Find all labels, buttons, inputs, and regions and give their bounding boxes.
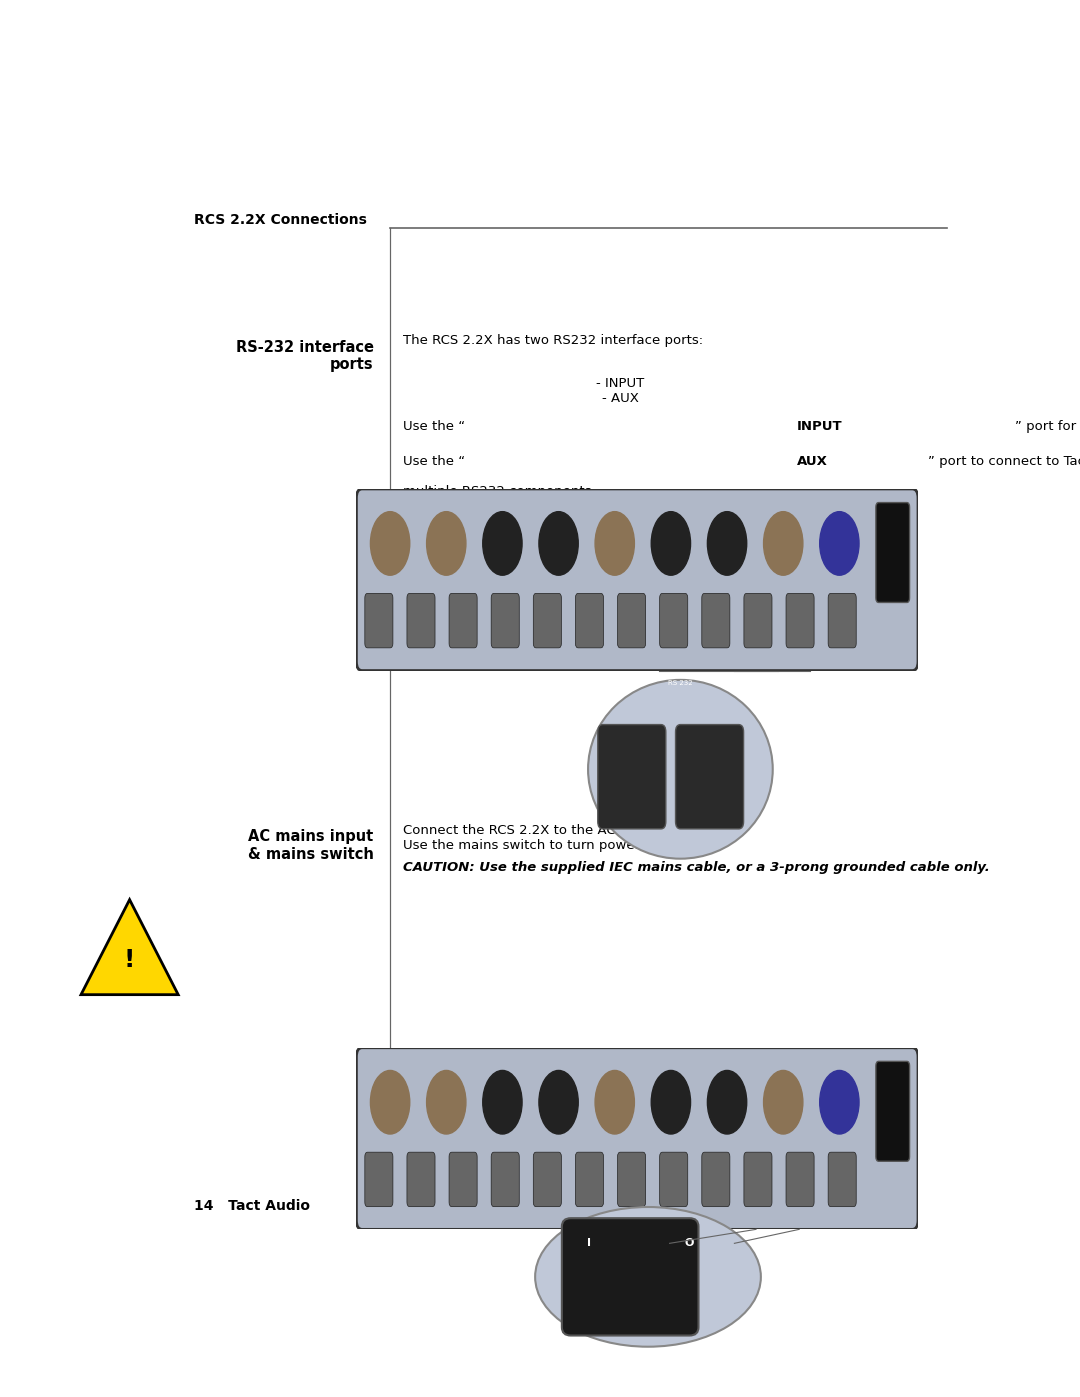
- Circle shape: [539, 1070, 578, 1134]
- FancyBboxPatch shape: [660, 594, 688, 648]
- Text: Connect the RCS 2.2X to the AC mains wall socket.
Use the mains switch to turn p: Connect the RCS 2.2X to the AC mains wal…: [403, 824, 742, 852]
- Circle shape: [651, 511, 690, 576]
- Circle shape: [707, 1070, 746, 1134]
- FancyBboxPatch shape: [744, 1153, 772, 1207]
- Circle shape: [483, 1070, 522, 1134]
- Text: RCS 2.2X Connections: RCS 2.2X Connections: [193, 212, 366, 226]
- Circle shape: [370, 1070, 409, 1134]
- FancyBboxPatch shape: [598, 725, 665, 828]
- Circle shape: [483, 511, 522, 576]
- FancyBboxPatch shape: [702, 1153, 730, 1207]
- FancyBboxPatch shape: [828, 1153, 856, 1207]
- FancyBboxPatch shape: [449, 594, 477, 648]
- Circle shape: [427, 511, 465, 576]
- Circle shape: [427, 1070, 465, 1134]
- FancyBboxPatch shape: [576, 594, 604, 648]
- Circle shape: [595, 511, 634, 576]
- FancyBboxPatch shape: [660, 1153, 688, 1207]
- Text: INPUT: INPUT: [796, 420, 842, 433]
- FancyBboxPatch shape: [744, 594, 772, 648]
- FancyBboxPatch shape: [618, 1153, 646, 1207]
- Text: I: I: [586, 1238, 591, 1249]
- FancyBboxPatch shape: [449, 1153, 477, 1207]
- Polygon shape: [81, 900, 178, 995]
- Circle shape: [651, 1070, 690, 1134]
- FancyBboxPatch shape: [534, 1153, 562, 1207]
- Circle shape: [370, 511, 409, 576]
- Circle shape: [820, 1070, 859, 1134]
- Ellipse shape: [588, 680, 773, 859]
- Circle shape: [764, 511, 802, 576]
- FancyBboxPatch shape: [828, 594, 856, 648]
- FancyBboxPatch shape: [562, 1218, 699, 1336]
- Circle shape: [820, 511, 859, 576]
- Circle shape: [764, 1070, 802, 1134]
- Text: O: O: [685, 1238, 694, 1249]
- Text: Use the “: Use the “: [403, 455, 465, 468]
- FancyBboxPatch shape: [876, 1062, 909, 1161]
- FancyBboxPatch shape: [676, 725, 744, 828]
- FancyBboxPatch shape: [491, 594, 519, 648]
- Circle shape: [539, 511, 578, 576]
- Text: The RCS 2.2X has two RS232 interface ports:: The RCS 2.2X has two RS232 interface por…: [403, 334, 703, 348]
- Ellipse shape: [536, 1207, 760, 1347]
- Text: !: !: [124, 949, 135, 972]
- FancyBboxPatch shape: [618, 594, 646, 648]
- FancyBboxPatch shape: [876, 503, 909, 602]
- FancyBboxPatch shape: [702, 594, 730, 648]
- FancyBboxPatch shape: [786, 1153, 814, 1207]
- Text: RS 232: RS 232: [669, 680, 692, 686]
- FancyBboxPatch shape: [407, 594, 435, 648]
- Text: 14   Tact Audio: 14 Tact Audio: [193, 1199, 310, 1213]
- Text: CAUTION: Use the supplied IEC mains cable, or a 3-prong grounded cable only.: CAUTION: Use the supplied IEC mains cabl…: [403, 862, 989, 875]
- FancyBboxPatch shape: [365, 1153, 393, 1207]
- Text: AUX: AUX: [796, 455, 827, 468]
- Text: multiple RS232 components.: multiple RS232 components.: [403, 485, 595, 497]
- Text: AC mains input
& mains switch: AC mains input & mains switch: [247, 830, 374, 862]
- Text: RS-232 interface
ports: RS-232 interface ports: [235, 339, 374, 372]
- FancyBboxPatch shape: [576, 1153, 604, 1207]
- FancyBboxPatch shape: [407, 1153, 435, 1207]
- FancyBboxPatch shape: [786, 594, 814, 648]
- Text: - INPUT
- AUX: - INPUT - AUX: [596, 377, 645, 405]
- Text: ” port to connect to TacT digital amplifiers, or to daisy chain with: ” port to connect to TacT digital amplif…: [928, 455, 1080, 468]
- FancyBboxPatch shape: [491, 1153, 519, 1207]
- Text: ” port for communication with your Personal Computer.: ” port for communication with your Perso…: [1015, 420, 1080, 433]
- FancyBboxPatch shape: [356, 1048, 918, 1229]
- Circle shape: [707, 511, 746, 576]
- Circle shape: [595, 1070, 634, 1134]
- FancyBboxPatch shape: [534, 594, 562, 648]
- Text: Use the “: Use the “: [403, 420, 465, 433]
- FancyBboxPatch shape: [365, 594, 393, 648]
- FancyBboxPatch shape: [356, 489, 918, 671]
